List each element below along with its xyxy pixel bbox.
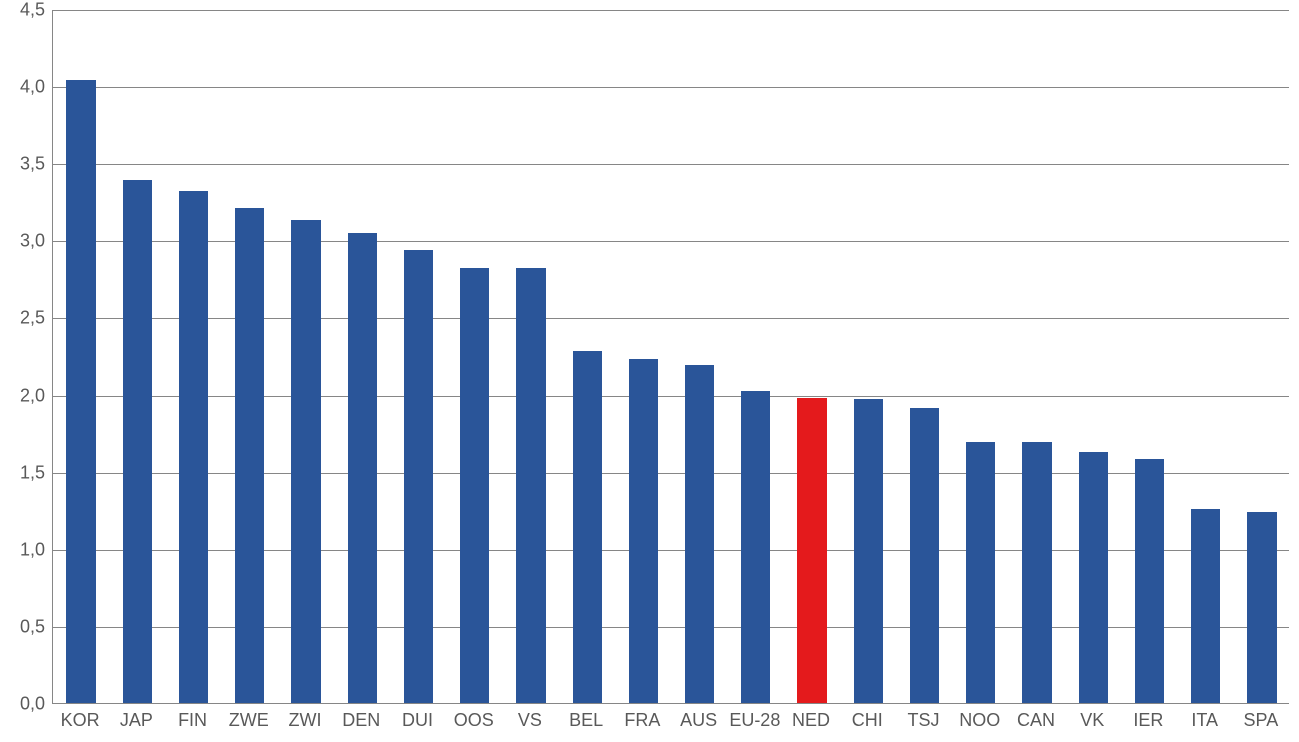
bar-tsj: [910, 408, 939, 703]
y-tick-label: 0,5: [5, 616, 45, 637]
x-tick-label: TSJ: [908, 710, 940, 731]
y-tick-label: 4,0: [5, 77, 45, 98]
y-tick-label: 1,0: [5, 539, 45, 560]
bar-jap: [123, 180, 152, 703]
x-tick-label: DUI: [402, 710, 433, 731]
y-tick-label: 0,0: [5, 694, 45, 715]
y-tick-label: 3,0: [5, 231, 45, 252]
gridline: [53, 87, 1289, 88]
bar-zwe: [235, 208, 264, 703]
plot-area: [52, 10, 1289, 704]
gridline: [53, 164, 1289, 165]
bar-dui: [404, 250, 433, 703]
bar-spa: [1247, 512, 1276, 703]
x-tick-label: ITA: [1191, 710, 1218, 731]
bar-bel: [573, 351, 602, 703]
bar-den: [348, 233, 377, 703]
y-tick-label: 2,5: [5, 308, 45, 329]
x-tick-label: NED: [792, 710, 830, 731]
bar-vk: [1079, 452, 1108, 703]
x-tick-label: SPA: [1244, 710, 1279, 731]
x-tick-label: JAP: [120, 710, 153, 731]
x-tick-label: ZWE: [229, 710, 269, 731]
gridline: [53, 10, 1289, 11]
x-tick-label: KOR: [61, 710, 100, 731]
x-tick-label: VK: [1080, 710, 1104, 731]
bar-chi: [854, 399, 883, 703]
x-tick-label: EU-28: [729, 710, 780, 731]
bar-eu-28: [741, 391, 770, 703]
x-tick-label: IER: [1133, 710, 1163, 731]
bar-ita: [1191, 509, 1220, 703]
y-tick-label: 3,5: [5, 154, 45, 175]
x-tick-label: AUS: [680, 710, 717, 731]
x-tick-label: ZWI: [289, 710, 322, 731]
bar-zwi: [291, 220, 320, 703]
bar-aus: [685, 365, 714, 703]
x-tick-label: NOO: [959, 710, 1000, 731]
bar-chart: 0,0 0,5 1,0 1,5 2,0 2,5 3,0 3,5 4,0 4,5 KOR JAP FIN Z…: [0, 0, 1299, 742]
x-tick-label: CAN: [1017, 710, 1055, 731]
y-tick-label: 4,5: [5, 0, 45, 21]
bar-kor: [66, 80, 95, 703]
bar-ned: [797, 398, 826, 703]
x-tick-label: DEN: [342, 710, 380, 731]
x-tick-label: BEL: [569, 710, 603, 731]
bar-ier: [1135, 459, 1164, 703]
bar-vs: [516, 268, 545, 703]
x-tick-label: CHI: [852, 710, 883, 731]
y-tick-label: 2,0: [5, 385, 45, 406]
bar-fin: [179, 191, 208, 703]
x-tick-label: FRA: [624, 710, 660, 731]
x-tick-label: VS: [518, 710, 542, 731]
bar-noo: [966, 442, 995, 703]
y-tick-label: 1,5: [5, 462, 45, 483]
bar-can: [1022, 442, 1051, 703]
x-tick-label: OOS: [454, 710, 494, 731]
x-tick-label: FIN: [178, 710, 207, 731]
bar-fra: [629, 359, 658, 703]
bar-oos: [460, 268, 489, 703]
